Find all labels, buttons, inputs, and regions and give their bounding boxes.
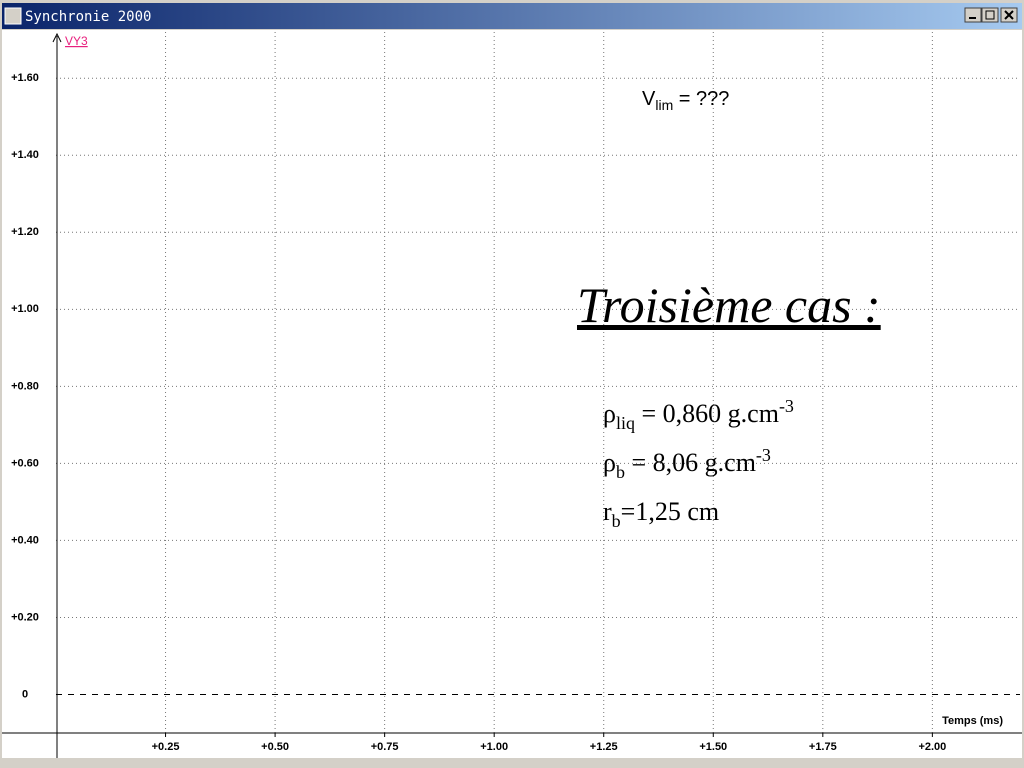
x-tick-label: +1.50 xyxy=(699,741,727,753)
vlim-note: Vlim = ??? xyxy=(642,88,729,113)
y-tick-label: +1.40 xyxy=(11,149,39,161)
y-tick-label: +1.00 xyxy=(11,303,39,315)
symbol: r xyxy=(603,497,612,526)
plot: +0.25 +0.50 +0.75 +1.00 +1.25 +1.50 +1.75 +2.00… xyxy=(11,32,1020,753)
symbol: ρ xyxy=(603,448,616,477)
vlim-symbol: V xyxy=(642,88,656,110)
superscript: -3 xyxy=(779,396,794,416)
symbol: ρ xyxy=(603,399,616,428)
subscript: b xyxy=(612,511,621,531)
value: =1,25 cm xyxy=(621,497,719,526)
case-title: Troisième cas : xyxy=(577,277,881,333)
parameters: ρliq = 0,860 g.cm-3ρb = 8,06 g.cm-3rb=1,… xyxy=(603,396,794,531)
vlim-value: = ??? xyxy=(673,88,729,110)
x-tick-label: +2.00 xyxy=(918,741,946,753)
y-tick-label: +0.60 xyxy=(11,457,39,469)
y-tick-label: +0.40 xyxy=(11,534,39,546)
value: = 8,06 g.cm xyxy=(625,448,756,477)
x-tick-label: +0.75 xyxy=(371,741,399,753)
x-tick-label: +0.50 xyxy=(261,741,289,753)
legend-entry[interactable]: VY3 xyxy=(65,34,88,48)
x-tick-label: +1.25 xyxy=(590,741,618,753)
subscript: b xyxy=(616,462,625,482)
y-axis-arrow xyxy=(52,32,62,43)
plot-background xyxy=(2,30,1022,758)
maximize-icon xyxy=(985,10,995,20)
vlim-subscript: lim xyxy=(655,97,673,113)
x-axis-label: Temps (ms) xyxy=(942,715,1003,727)
y-tick-label: +1.60 xyxy=(11,72,39,84)
title-bar xyxy=(2,3,1022,29)
x-tick-label: +1.00 xyxy=(480,741,508,753)
value: = 0,860 g.cm xyxy=(635,399,779,428)
minimize-button[interactable] xyxy=(964,7,982,23)
close-icon xyxy=(1004,10,1014,20)
y-tick-label: +0.80 xyxy=(11,380,39,392)
x-tick-label: +1.75 xyxy=(809,741,837,753)
y-tick-label: 0 xyxy=(22,688,28,700)
parameter-line: ρliq = 0,860 g.cm-3 xyxy=(603,396,794,433)
parameter-line: rb=1,25 cm xyxy=(603,497,719,531)
parameter-line: ρb = 8,06 g.cm-3 xyxy=(603,445,771,482)
x-tick-label: +0.25 xyxy=(152,741,180,753)
window-buttons[interactable] xyxy=(964,7,1018,23)
maximize-button[interactable] xyxy=(981,7,999,23)
app-icon xyxy=(4,7,22,25)
window-title: Synchronie 2000 xyxy=(25,9,151,25)
superscript: -3 xyxy=(756,445,771,465)
subscript: liq xyxy=(616,413,635,433)
y-tick-label: +0.20 xyxy=(11,611,39,623)
y-tick-label: +1.20 xyxy=(11,226,39,238)
